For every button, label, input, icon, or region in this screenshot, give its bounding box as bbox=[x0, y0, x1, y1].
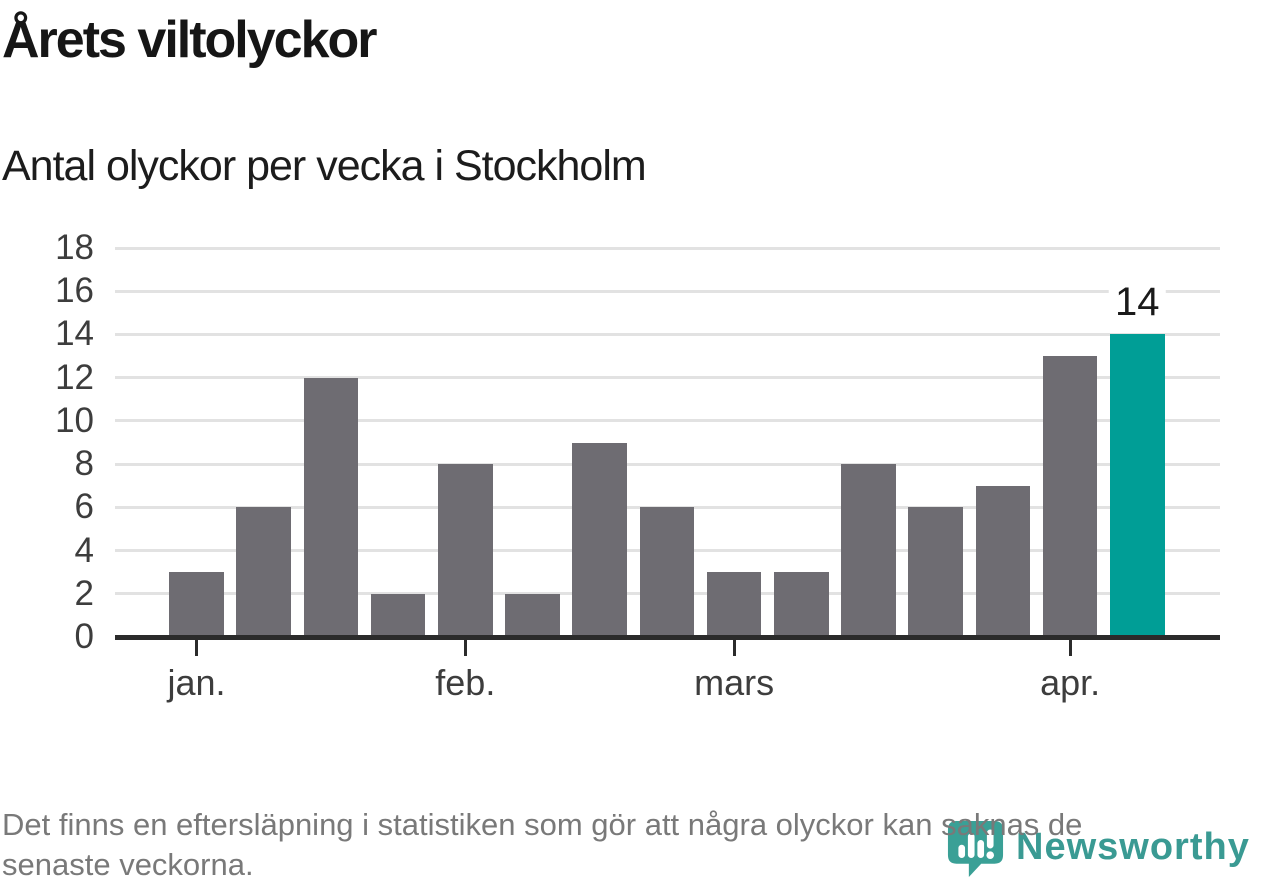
bar-value-label: 14 bbox=[1109, 282, 1166, 323]
x-axis-tick bbox=[732, 639, 736, 656]
footnote-line-2: senaste veckorna. bbox=[2, 847, 254, 879]
bar bbox=[975, 485, 1031, 637]
footnote: Det finns en eftersläpning i statistiken… bbox=[2, 805, 1082, 879]
y-tick-label: 4 bbox=[74, 530, 94, 570]
bar bbox=[169, 572, 224, 637]
x-axis-line bbox=[115, 634, 1220, 640]
gridline bbox=[115, 462, 1220, 466]
gridline bbox=[115, 289, 1220, 293]
gridline bbox=[115, 332, 1220, 336]
x-axis-tick bbox=[1068, 639, 1072, 656]
x-tick-label: apr. bbox=[1040, 662, 1101, 703]
x-tick-label: feb. bbox=[435, 662, 496, 703]
y-tick-label: 8 bbox=[74, 444, 94, 484]
bar bbox=[236, 507, 291, 637]
footnote-line-1: Det finns en eftersläpning i statistiken… bbox=[2, 807, 1083, 842]
x-tick-label: mars bbox=[694, 662, 775, 703]
bar-chart: 0 2 4 6 8 10 12 14 16 18 14 jan. feb. mars apr. bbox=[55, 228, 1220, 703]
bar bbox=[706, 572, 762, 637]
bar bbox=[370, 593, 426, 637]
bar bbox=[303, 377, 359, 637]
bar bbox=[505, 593, 560, 637]
bar bbox=[841, 464, 896, 637]
y-tick-label: 14 bbox=[55, 314, 94, 354]
bar bbox=[908, 507, 963, 637]
bar bbox=[1042, 356, 1098, 637]
x-axis-tick bbox=[195, 639, 198, 656]
bar bbox=[438, 464, 493, 637]
y-tick-label: 2 bbox=[74, 573, 94, 613]
newsworthy-logo: Newsworthy bbox=[947, 820, 1250, 878]
chart-title: Årets viltolyckor bbox=[2, 11, 377, 69]
bar bbox=[639, 507, 695, 637]
bar bbox=[774, 572, 829, 637]
gridline bbox=[115, 376, 1220, 380]
y-tick-label: 12 bbox=[55, 357, 94, 397]
x-tick-label: jan. bbox=[167, 662, 226, 703]
bar-highlighted bbox=[1110, 334, 1165, 637]
chart-subtitle: Antal olyckor per vecka i Stockholm bbox=[2, 142, 647, 190]
y-tick-label: 16 bbox=[55, 271, 94, 311]
newsworthy-logo-text: Newsworthy bbox=[1016, 826, 1250, 868]
y-tick-label: 6 bbox=[74, 487, 94, 527]
bar bbox=[572, 442, 627, 637]
y-tick-label: 18 bbox=[55, 228, 94, 267]
y-tick-label: 0 bbox=[74, 617, 94, 656]
gridline bbox=[115, 246, 1220, 250]
gridline bbox=[115, 419, 1220, 423]
newsworthy-speech-bubble-chart-icon bbox=[947, 820, 1004, 878]
y-tick-label: 10 bbox=[55, 400, 94, 440]
x-axis-tick bbox=[463, 639, 467, 656]
